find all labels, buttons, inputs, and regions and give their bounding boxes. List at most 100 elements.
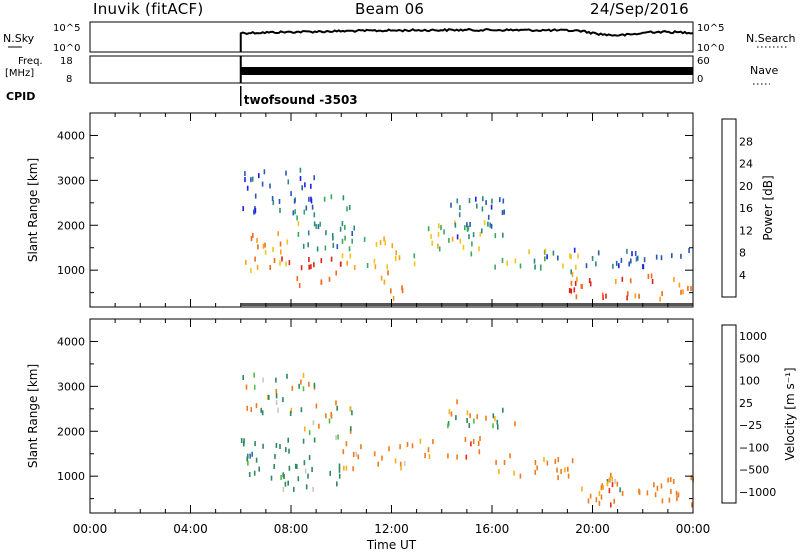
velocity-cell [468, 423, 471, 428]
power-cell [285, 170, 287, 176]
freq-strip: Freq. [MHz] 18 8 60 0 Nave [5, 55, 778, 85]
power-cell [344, 235, 346, 241]
velocity-cell [260, 407, 262, 413]
power-cell [250, 236, 253, 242]
power-cell [459, 238, 462, 244]
velocity-cell [479, 436, 481, 441]
velocity-cell [247, 460, 249, 466]
velocity-cell [447, 423, 449, 429]
power-colorbar-label: Power [dB] [761, 175, 775, 240]
velocity-cell [274, 453, 276, 459]
velocity-cell [513, 470, 515, 476]
velocity-cell [313, 437, 316, 443]
power-cell [346, 206, 348, 212]
velocity-cell [403, 460, 406, 466]
power-cell [671, 253, 673, 259]
power-cell [678, 282, 681, 288]
power-cell [374, 264, 377, 270]
velocity-cell [502, 407, 504, 413]
power-cell [466, 226, 469, 232]
power-cell [279, 207, 281, 213]
power-cell [323, 196, 326, 202]
power-cell [413, 253, 416, 259]
velocity-cell [400, 465, 402, 471]
velocity-cell [247, 453, 249, 459]
power-cell [482, 196, 484, 202]
power-colorbar-tick: 20 [739, 180, 753, 193]
power-cell [353, 265, 356, 270]
power-cell [612, 263, 614, 269]
velocity-cell [534, 469, 536, 475]
power-cell [254, 207, 257, 213]
power-cell [519, 263, 522, 269]
power-cell [341, 238, 344, 244]
power-cell [262, 243, 265, 249]
cpid-label: CPID [6, 90, 35, 103]
velocity-cell [328, 418, 331, 424]
velocity-cell [336, 481, 338, 487]
power-cell [643, 257, 646, 263]
velocity-cell [303, 460, 306, 466]
nave-tick-low: 0 [697, 74, 703, 85]
power-cell [456, 198, 459, 204]
velocity-cell [258, 466, 260, 472]
velocity-cell [282, 472, 284, 478]
power-cell [557, 255, 559, 261]
velocity-cell [338, 463, 341, 469]
power-cell [626, 295, 628, 301]
power-cell [290, 191, 292, 197]
velocity-cell [330, 411, 332, 417]
velocity-cell [616, 481, 619, 487]
velocity-cell [277, 407, 279, 413]
velocity-cell [287, 480, 289, 486]
velocity-cell [373, 451, 376, 457]
velocity-cell [350, 426, 352, 432]
power-cell [303, 209, 306, 215]
velocity-cell [254, 441, 256, 447]
power-cell [475, 196, 477, 202]
power-cell [528, 249, 530, 255]
power-cell [503, 209, 505, 215]
power-cell [673, 277, 675, 282]
velocity-cell [253, 384, 256, 390]
power-cell [502, 232, 504, 238]
velocity-cell [473, 418, 475, 424]
power-cell [544, 256, 546, 262]
velocity-cell [286, 373, 288, 379]
power-cell [471, 241, 473, 247]
velocity-cell [342, 449, 345, 455]
velocity-cell [602, 484, 604, 490]
velocity-cell [267, 394, 269, 400]
velocity-cell [600, 494, 603, 500]
power-cell [501, 257, 504, 263]
xtick-label: 20:00 [575, 522, 610, 536]
power-cell [605, 293, 607, 299]
velocity-cell [246, 405, 248, 411]
velocity-cell [268, 394, 270, 400]
power-cell [533, 258, 536, 264]
velocity-cell [293, 486, 295, 492]
power-cell [254, 193, 257, 199]
power-cell [655, 254, 658, 260]
power-cell [490, 223, 493, 229]
velocity-cell [470, 441, 472, 447]
power-cell [264, 249, 267, 255]
velocity-cell [670, 489, 672, 494]
velocity-cell [242, 375, 244, 380]
power-cell [392, 295, 395, 301]
power-cell [348, 246, 351, 252]
velocity-cell [291, 385, 294, 391]
power-cell [304, 182, 306, 188]
velocity-cell [243, 441, 245, 447]
nsky-tick-low: 10^0 [53, 43, 80, 54]
power-cell [341, 253, 344, 259]
velocity-cell [275, 443, 278, 448]
power-cell [466, 222, 468, 228]
power-cell [292, 210, 295, 216]
velocity-cell [296, 464, 298, 470]
velocity-cell [428, 454, 431, 460]
velocity-ytick-label: 3000 [57, 380, 85, 393]
velocity-cell [288, 448, 290, 454]
velocity-cell [571, 458, 574, 464]
velocity-cell [377, 461, 379, 467]
